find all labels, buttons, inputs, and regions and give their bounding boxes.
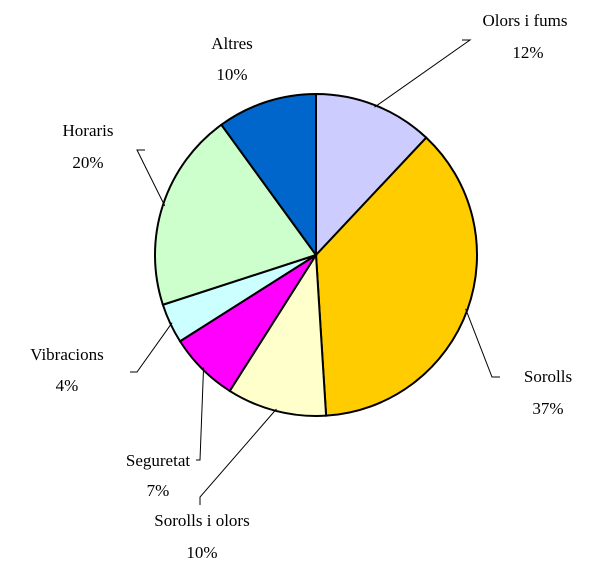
- leader-line: [196, 367, 205, 461]
- slice-label: Vibracions: [30, 345, 104, 364]
- pie-slice: [314, 136, 478, 417]
- pie-slice: [228, 251, 328, 417]
- leader-line: [130, 322, 173, 373]
- slice-value: 20%: [72, 153, 103, 172]
- pie-slice: [154, 123, 318, 307]
- slice-value: 10%: [186, 543, 217, 562]
- slice-label: Sorolls i olors: [154, 511, 249, 530]
- pie-slice: [315, 92, 428, 258]
- leader-line: [465, 308, 500, 378]
- leader-line: [199, 408, 277, 505]
- slice-label: Olors i fums: [483, 11, 568, 30]
- leader-line: [374, 39, 472, 108]
- slice-value: 10%: [216, 65, 247, 84]
- slice-value: 4%: [56, 376, 79, 395]
- slice-label: Altres: [211, 34, 253, 53]
- slice-value: 7%: [147, 481, 170, 500]
- slice-label: Horaris: [63, 121, 114, 140]
- slice-value: 12%: [512, 43, 543, 62]
- slice-label: Sorolls: [524, 367, 572, 386]
- slice-value: 37%: [532, 399, 563, 418]
- leader-line: [136, 149, 166, 207]
- slice-label: Seguretat: [126, 451, 190, 470]
- pie-slice: [219, 92, 317, 259]
